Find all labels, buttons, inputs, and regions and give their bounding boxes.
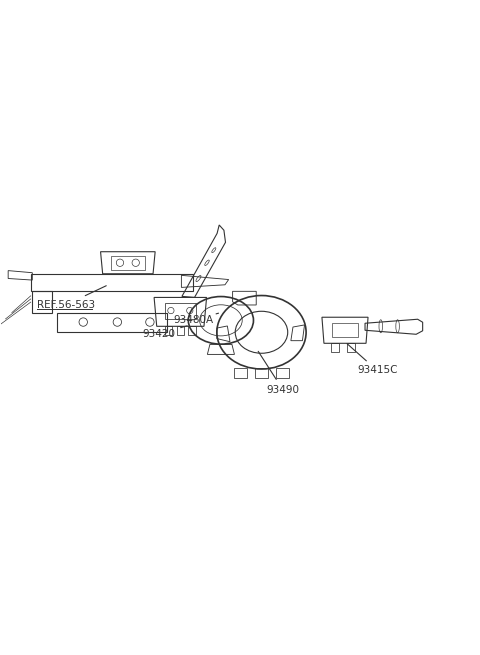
Text: 93420: 93420 bbox=[142, 326, 187, 339]
Text: REF.56-563: REF.56-563 bbox=[37, 286, 106, 310]
Text: 93490: 93490 bbox=[258, 351, 299, 394]
Text: 93415C: 93415C bbox=[347, 344, 397, 375]
Text: 93480A: 93480A bbox=[173, 313, 218, 326]
